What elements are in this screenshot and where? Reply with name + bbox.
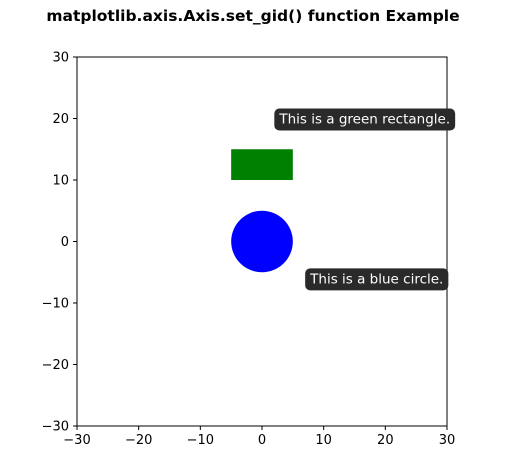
x-axis: −30 −20 −10 0 10 20 30: [63, 426, 455, 448]
rectangle-tooltip: This is a green rectangle.: [274, 108, 456, 131]
y-tick-label: 0: [61, 235, 69, 250]
x-tick-label: −30: [63, 433, 90, 448]
x-tick-label: 0: [258, 433, 266, 448]
tooltip-text: This is a green rectangle.: [278, 112, 450, 128]
y-tick-label: 30: [52, 51, 69, 66]
y-tick-label: −20: [42, 358, 69, 373]
x-tick-label: 30: [439, 433, 456, 448]
y-tick-label: 10: [52, 174, 69, 189]
x-tick-label: −20: [125, 433, 152, 448]
y-tick-label: 20: [52, 112, 69, 127]
chart-title: matplotlib.axis.Axis.set_gid() function …: [46, 7, 459, 25]
circle-tooltip: This is a blue circle.: [305, 268, 449, 291]
y-axis: −30 −20 −10 0 10 20 30: [42, 51, 77, 435]
blue-circle: [231, 210, 293, 273]
tooltip-background: [305, 268, 449, 291]
plot-area: [76, 56, 448, 427]
tooltip-background: [274, 108, 456, 131]
x-tick-label: −10: [187, 433, 214, 448]
green-rectangle: [231, 149, 293, 180]
annotations-layer: This is a green rectangle. This is a blue…: [274, 108, 456, 291]
x-tick-label: 10: [315, 433, 332, 448]
y-tick-label: −10: [42, 297, 69, 312]
tooltip-text: This is a blue circle.: [309, 271, 443, 287]
y-tick-label: −30: [42, 420, 69, 435]
x-tick-label: 20: [377, 433, 394, 448]
